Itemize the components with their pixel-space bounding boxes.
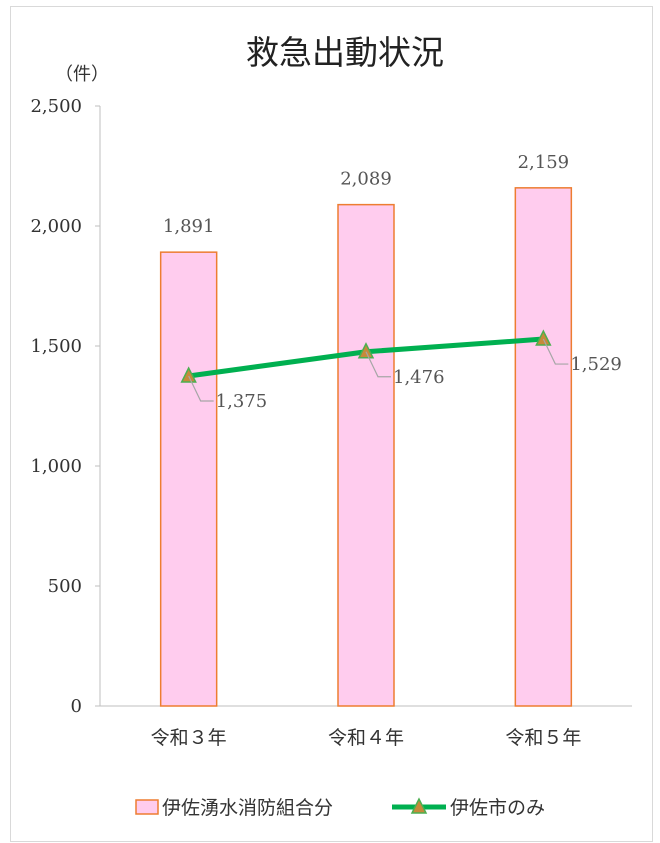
line-marker xyxy=(535,329,552,346)
bar-令和５年 xyxy=(514,187,573,707)
legend-swatch-marker xyxy=(410,797,428,814)
y-unit-label: （件） xyxy=(55,64,109,85)
bar-data-label: 2,159 xyxy=(518,152,570,173)
line-data-label: 1,529 xyxy=(570,354,622,375)
y-tick-label: 2,000 xyxy=(30,216,82,237)
legend-swatch-bar xyxy=(135,799,159,815)
chart-title: 救急出動状況 xyxy=(246,33,444,72)
y-tick-label: 0 xyxy=(71,696,82,717)
y-tick-label: 500 xyxy=(48,576,82,597)
x-category-label: 令和３年 xyxy=(151,727,227,749)
leader-line xyxy=(542,338,569,365)
line-marker xyxy=(180,366,197,383)
x-category-label: 令和４年 xyxy=(328,727,404,749)
y-tick-label: 1,000 xyxy=(30,456,82,477)
leader-line xyxy=(188,375,214,402)
y-tick-label: 1,500 xyxy=(30,336,82,357)
legend-label-bar: 伊佐湧水消防組合分 xyxy=(162,797,333,819)
y-tick-label: 2,500 xyxy=(30,96,82,117)
leader-line xyxy=(365,351,391,378)
line-marker xyxy=(357,342,375,359)
bar-data-label: 1,891 xyxy=(163,216,215,237)
legend: 伊佐湧水消防組合分 伊佐市のみ xyxy=(135,797,545,819)
x-category-label: 令和５年 xyxy=(505,727,581,749)
bar-令和４年 xyxy=(337,203,395,707)
line-data-label: 1,375 xyxy=(216,391,268,412)
legend-label-line: 伊佐市のみ xyxy=(450,797,545,819)
line-data-label: 1,476 xyxy=(393,367,445,388)
bar-令和３年 xyxy=(159,251,218,707)
bar-data-label: 2,089 xyxy=(340,169,392,190)
